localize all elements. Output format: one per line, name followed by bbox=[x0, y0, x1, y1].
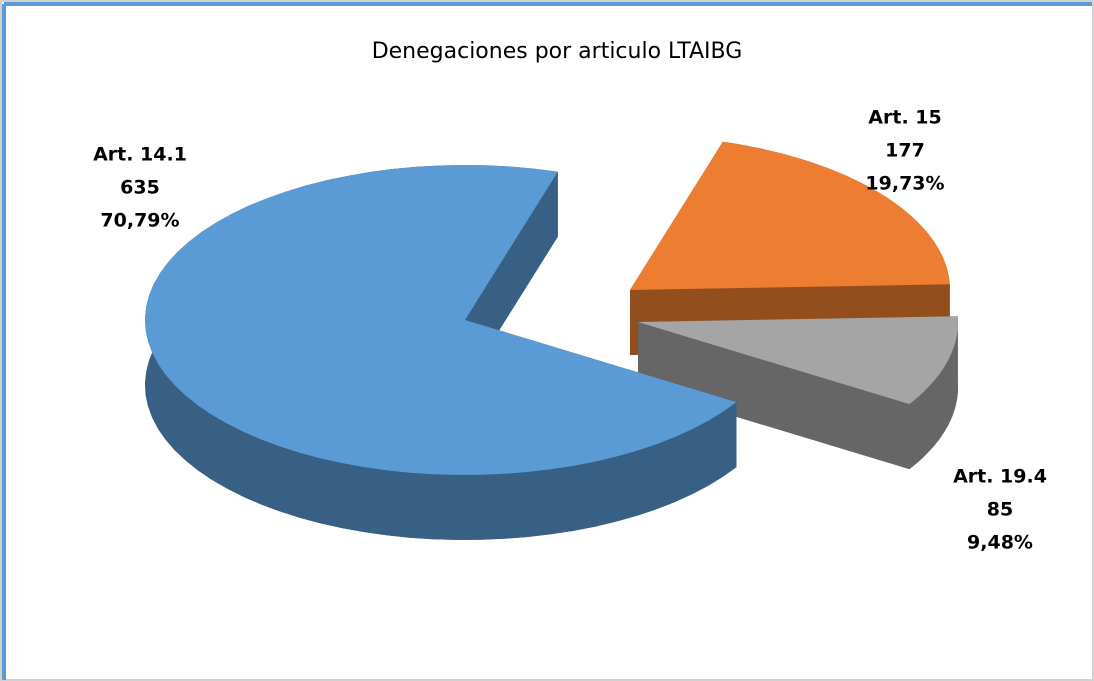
slice-wall bbox=[638, 322, 910, 470]
data-label-name: Art. 14.1 bbox=[93, 144, 187, 166]
slice bbox=[145, 165, 737, 475]
chart-title: Denegaciones por articulo LTAIBG bbox=[372, 39, 743, 64]
slice bbox=[638, 316, 958, 405]
slice bbox=[630, 141, 950, 290]
data-label-percent: 70,79% bbox=[100, 210, 179, 232]
data-label-name: Art. 15 bbox=[868, 107, 941, 129]
data-label-value: 177 bbox=[885, 140, 925, 162]
data-label-value: 85 bbox=[987, 499, 1013, 521]
slice-side bbox=[909, 316, 958, 470]
data-label-name: Art. 19.4 bbox=[953, 466, 1047, 488]
data-label-value: 635 bbox=[120, 177, 160, 199]
data-label-percent: 9,48% bbox=[967, 532, 1033, 554]
data-label-percent: 19,73% bbox=[865, 173, 944, 195]
slice bbox=[145, 165, 737, 540]
